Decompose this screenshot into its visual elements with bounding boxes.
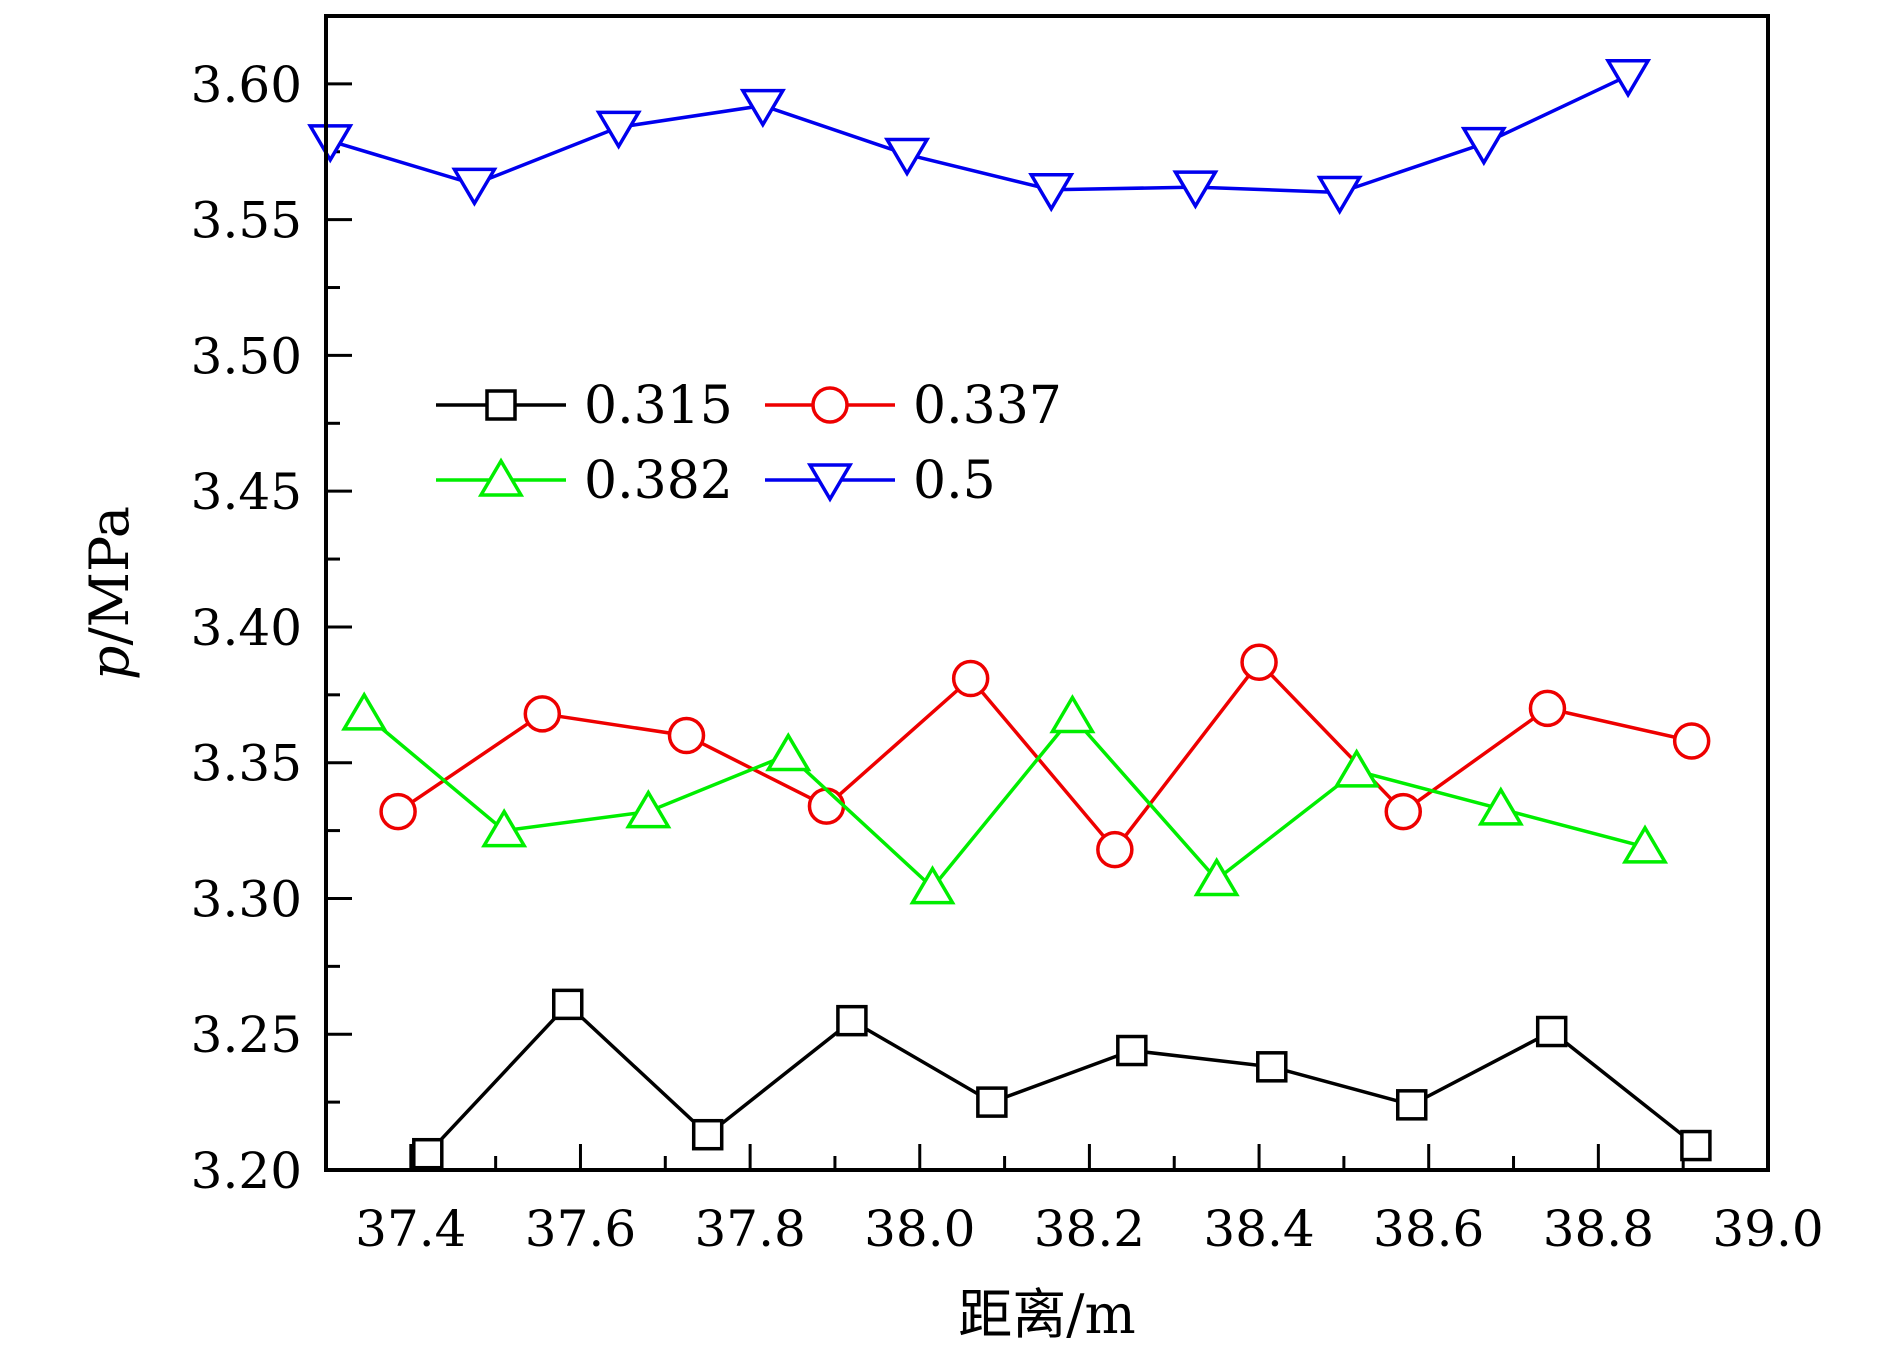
- series-line: [329, 74, 1629, 195]
- data-point: [807, 787, 846, 825]
- y-tick-label: 3.25: [191, 1006, 302, 1064]
- data-point: [1028, 173, 1075, 213]
- y-axis-label-symbol: p: [78, 646, 141, 681]
- data-point: [1333, 748, 1380, 788]
- data-point: [909, 865, 956, 905]
- y-tick-label: 3.20: [191, 1142, 302, 1200]
- data-point: [1049, 694, 1096, 734]
- data-point: [451, 167, 498, 207]
- x-tick-label: 38.2: [1034, 1200, 1145, 1258]
- series-3: [307, 58, 1652, 215]
- x-tick-label: 37.8: [694, 1200, 805, 1258]
- x-tick-label: 38.0: [864, 1200, 975, 1258]
- data-point: [1528, 689, 1567, 728]
- legend-item: 0.382: [436, 451, 733, 511]
- series-1: [379, 643, 1711, 869]
- series-0: [412, 988, 1712, 1170]
- legend-item: 0.315: [436, 376, 733, 436]
- data-point: [1096, 830, 1134, 869]
- series-2: [341, 691, 1669, 905]
- legend-item: 0.5: [765, 451, 996, 511]
- x-tick-label: 38.4: [1203, 1200, 1314, 1258]
- series-layer: [307, 58, 1712, 1170]
- data-point: [595, 110, 642, 150]
- legend-marker: [477, 457, 525, 497]
- x-tick-label: 37.6: [525, 1200, 636, 1258]
- data-point: [412, 1137, 444, 1170]
- data-point: [1680, 1129, 1712, 1162]
- data-point: [379, 792, 417, 831]
- data-point: [1116, 1034, 1148, 1067]
- data-point: [1240, 643, 1278, 681]
- data-point: [523, 695, 562, 733]
- legend-label: 0.382: [584, 451, 733, 511]
- legend-label: 0.337: [913, 376, 1062, 436]
- data-point: [883, 137, 931, 177]
- data-point: [1535, 1015, 1568, 1048]
- data-point: [625, 789, 672, 829]
- x-tick-label: 37.4: [355, 1200, 466, 1258]
- x-tick-label: 38.6: [1373, 1200, 1484, 1258]
- data-point: [836, 1004, 868, 1037]
- data-point: [1193, 857, 1240, 897]
- data-point: [667, 716, 706, 755]
- axis-tick-labels: 37.4 37.6 37.8 38.0 38.2 38.4 38.6 38.8 39.0 3.20…: [191, 56, 1824, 1258]
- series-line: [397, 659, 1693, 853]
- data-point: [1256, 1051, 1288, 1083]
- plot-frame: [324, 14, 1770, 1172]
- data-point: [1477, 786, 1524, 826]
- x-axis-label: 距离/m: [958, 1283, 1135, 1346]
- data-point: [481, 808, 528, 848]
- data-point: [1316, 175, 1363, 215]
- legend: 0.315 0.337 0.382 0.5: [436, 376, 1062, 511]
- data-point: [307, 124, 354, 164]
- data-point: [951, 659, 990, 698]
- data-point: [739, 88, 786, 129]
- data-point: [765, 732, 812, 772]
- series-line: [363, 712, 1646, 891]
- y-axis-label-unit: /MPa: [78, 506, 141, 646]
- y-tick-label: 3.45: [191, 463, 302, 521]
- y-tick-label: 3.40: [191, 599, 302, 657]
- data-point: [691, 1118, 724, 1151]
- legend-label: 0.5: [913, 451, 996, 511]
- data-point: [1604, 58, 1652, 99]
- data-point: [1621, 824, 1669, 864]
- x-tick-label: 39.0: [1712, 1200, 1823, 1258]
- y-tick-label: 3.35: [191, 735, 302, 793]
- data-point: [1172, 170, 1219, 210]
- legend-marker: [485, 389, 517, 421]
- legend-item: 0.337: [765, 376, 1062, 436]
- data-point: [1460, 126, 1507, 167]
- x-tick-label: 38.8: [1543, 1200, 1654, 1258]
- y-tick-label: 3.55: [191, 192, 302, 250]
- data-point: [341, 691, 388, 731]
- data-point: [1672, 722, 1711, 760]
- y-tick-label: 3.60: [191, 56, 302, 114]
- legend-marker: [811, 386, 849, 424]
- y-tick-label: 3.50: [191, 327, 302, 385]
- y-tick-label: 3.30: [191, 870, 302, 928]
- legend-label: 0.315: [584, 376, 733, 436]
- data-point: [976, 1086, 1008, 1118]
- data-point: [551, 988, 584, 1021]
- data-point: [1384, 792, 1423, 831]
- y-axis-label: p/MPa: [78, 506, 141, 680]
- series-line: [426, 1001, 1697, 1155]
- data-point: [1395, 1089, 1428, 1121]
- legend-marker: [806, 463, 854, 503]
